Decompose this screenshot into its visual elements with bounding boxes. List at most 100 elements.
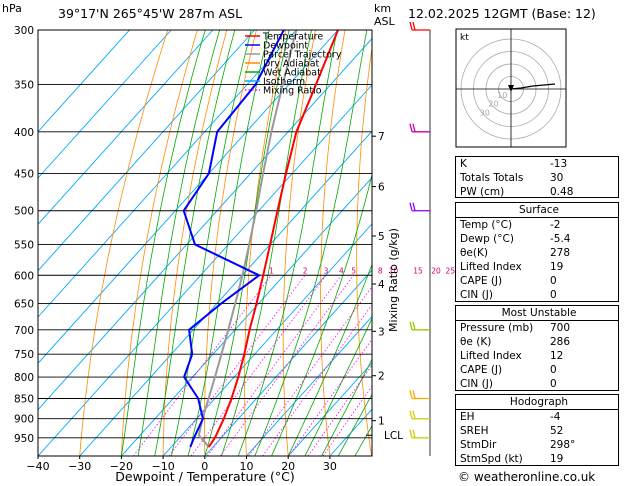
unstable-label: CAPE (J) bbox=[460, 364, 503, 376]
legend-label: Dewpoint bbox=[263, 41, 308, 52]
index-totals-totals: Totals Totals 30 bbox=[460, 172, 564, 184]
hodograph-unit-label: kt bbox=[460, 33, 469, 43]
isotherm-line bbox=[162, 223, 372, 456]
km-tick-label: 5 bbox=[378, 231, 385, 243]
x-axis-label: Dewpoint / Temperature (°C) bbox=[115, 469, 294, 484]
wind-barb bbox=[409, 21, 430, 31]
wet-adiabat-line bbox=[321, 358, 372, 456]
surface-label: CAPE (J) bbox=[460, 275, 503, 287]
isotherm-line bbox=[38, 30, 214, 226]
hodograph-ring-label: 10 bbox=[497, 91, 507, 100]
legend-label: Temperature bbox=[262, 32, 323, 43]
hodo-value: 298° bbox=[550, 439, 576, 451]
hodo-label: StmDir bbox=[460, 439, 497, 451]
hodo-value: 52 bbox=[550, 425, 564, 437]
km-tick-label: 7 bbox=[378, 131, 385, 143]
surface-label: θe(K) bbox=[460, 247, 488, 259]
surface-label: Temp (°C) bbox=[460, 219, 513, 231]
isotherm-line bbox=[287, 362, 372, 456]
surface-value: -2 bbox=[550, 219, 561, 231]
pressure-unit: hPa bbox=[2, 2, 22, 15]
mixing-ratio-line bbox=[168, 275, 306, 456]
x-tick-label: −10 bbox=[151, 460, 174, 473]
isotherm-line bbox=[38, 30, 172, 179]
km-tick-label: 1 bbox=[378, 416, 385, 428]
x-tick-label: −40 bbox=[26, 460, 49, 473]
mixing-ratio-label: 20 bbox=[431, 266, 441, 275]
wind-barb bbox=[409, 202, 430, 212]
pressure-tick-label: 750 bbox=[14, 349, 34, 361]
wet-adiabat-line bbox=[304, 317, 372, 456]
indices-panel: K -13 Totals Totals 30 PW (cm) 0.48 bbox=[455, 156, 619, 198]
hodo-label: EH bbox=[460, 411, 475, 423]
wet-adiabat-line bbox=[187, 30, 270, 456]
asl-label: ASL bbox=[374, 15, 395, 28]
isotherm-line bbox=[38, 30, 130, 133]
mixing-ratio-label: 5 bbox=[351, 266, 356, 275]
mixing-ratio-axis-label: Mixing Ratio (g/kg) bbox=[387, 228, 400, 332]
isotherm-line bbox=[38, 30, 297, 318]
surface-panel: Surface Temp (°C) -2 Dewp (°C) -5.4 θe(K) 2… bbox=[455, 202, 619, 302]
mixing-ratio-label: 25 bbox=[446, 266, 456, 275]
km-tick-label: 3 bbox=[378, 326, 385, 338]
dewpoint-line bbox=[182, 30, 285, 448]
km-tick-label: 2 bbox=[378, 371, 385, 383]
dry-adiabat-line bbox=[121, 30, 198, 456]
x-tick-label: −30 bbox=[68, 460, 91, 473]
isotherm-line bbox=[204, 269, 372, 456]
mixing-ratio-label: 4 bbox=[339, 266, 344, 275]
pressure-tick-label: 500 bbox=[14, 206, 34, 218]
km-label: km bbox=[374, 2, 392, 15]
pressure-tick-label: 650 bbox=[14, 299, 34, 311]
credit-text: © weatheronline.co.uk bbox=[458, 470, 596, 484]
surface-label: Lifted Index bbox=[460, 261, 522, 273]
isotherm-line bbox=[246, 315, 372, 456]
temperature-line bbox=[207, 30, 339, 448]
x-tick-label: 0 bbox=[201, 460, 208, 473]
surface-label: CIN (J) bbox=[460, 289, 493, 301]
unstable-label: Pressure (mb) bbox=[460, 322, 534, 334]
mixing-ratio-label: 2 bbox=[303, 266, 308, 275]
legend-label: Dry Adiabat bbox=[263, 59, 320, 70]
surface-value: 0 bbox=[550, 289, 557, 301]
surface-label: Dewp (°C) bbox=[460, 233, 514, 245]
pressure-tick-label: 600 bbox=[14, 270, 34, 282]
hodograph-ring-label: 20 bbox=[488, 100, 498, 109]
pressure-tick-label: 400 bbox=[14, 127, 34, 139]
pressure-tick-label: 800 bbox=[14, 372, 34, 384]
pressure-tick-label: 850 bbox=[14, 393, 34, 405]
x-tick-label: 20 bbox=[281, 460, 295, 473]
lcl-label: LCL bbox=[384, 430, 403, 442]
pressure-tick-label: 550 bbox=[14, 239, 34, 251]
isotherm-line bbox=[38, 30, 255, 272]
hodo-label: StmSpd (kt) bbox=[460, 453, 523, 465]
pressure-tick-label: 700 bbox=[14, 325, 34, 337]
most-unstable-panel: Most Unstable Pressure (mb) 700 θe (K) 286… bbox=[455, 305, 619, 391]
hodo-value: -4 bbox=[550, 411, 561, 423]
unstable-label: θe (K) bbox=[460, 336, 492, 348]
index-k: K -13 bbox=[460, 158, 568, 170]
wind-barb bbox=[409, 429, 430, 439]
legend-label: Wet Adiabat bbox=[263, 68, 321, 79]
location-title: 39°17'N 265°45'W 287m ASL bbox=[58, 6, 243, 21]
most-unstable-title: Most Unstable bbox=[501, 307, 577, 319]
mixing-ratio-label: 10 bbox=[389, 266, 399, 275]
surface-value: 19 bbox=[550, 261, 564, 273]
mixing-ratio-label: 15 bbox=[413, 266, 423, 275]
x-tick-label: 10 bbox=[240, 460, 254, 473]
hodograph-title: Hodograph bbox=[509, 396, 569, 408]
mixing-ratio-label: 8 bbox=[378, 266, 383, 275]
pressure-tick-label: 450 bbox=[14, 168, 34, 180]
pressure-tick-label: 950 bbox=[14, 433, 34, 445]
unstable-label: Lifted Index bbox=[460, 350, 522, 362]
wind-barb bbox=[409, 390, 430, 400]
hodograph-panel: Hodograph EH -4 SREH 52 StmDir 298° StmSpd … bbox=[455, 394, 619, 466]
wet-adiabat-line bbox=[337, 393, 372, 456]
dry-adiabat-line bbox=[320, 30, 346, 456]
storm-motion-marker bbox=[508, 85, 514, 92]
wind-barb bbox=[409, 321, 430, 331]
surface-title: Surface bbox=[518, 204, 559, 216]
legend-label: Parcel Trajectory bbox=[263, 50, 342, 61]
